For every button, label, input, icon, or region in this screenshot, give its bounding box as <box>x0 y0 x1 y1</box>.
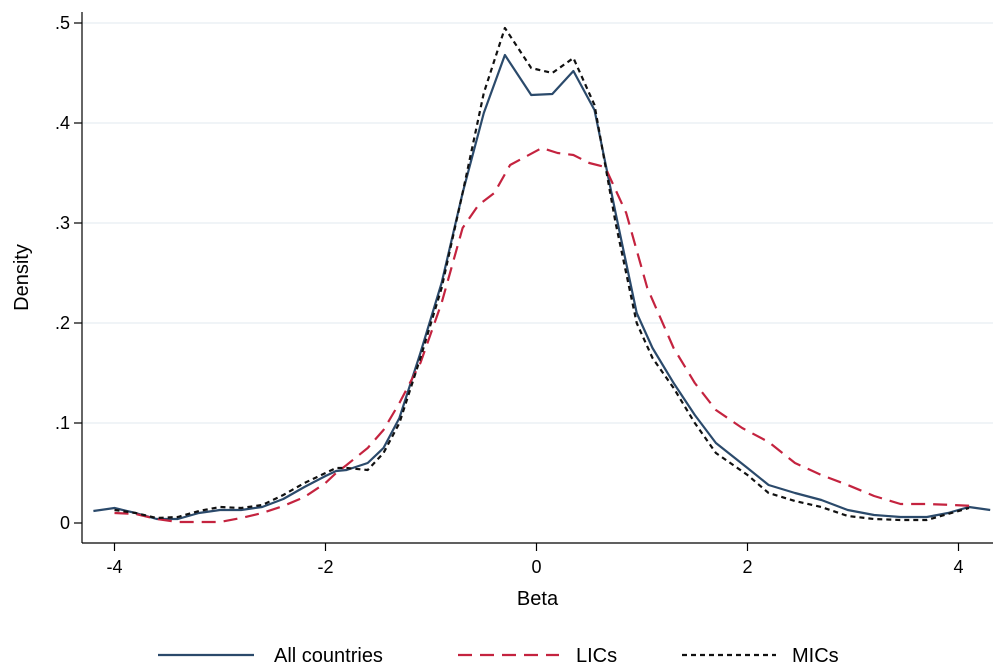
y-tick-label: .5 <box>55 13 70 33</box>
legend-label-lics: LICs <box>576 645 617 667</box>
series-line-mics <box>114 26 970 522</box>
series-layer <box>93 26 991 524</box>
x-tick-label: 2 <box>742 557 752 577</box>
y-tick-label: .1 <box>55 413 70 433</box>
axes: 0 .1 .2 .3 .4 .5 -4 -2 0 2 4 <box>55 12 993 577</box>
y-axis-title: Density <box>11 244 33 311</box>
x-tick-label: 4 <box>953 557 963 577</box>
legend-label-mics: MICs <box>792 645 839 667</box>
y-tick-label: .3 <box>55 213 70 233</box>
x-axis-title: Beta <box>517 588 559 610</box>
legend-label-all-countries: All countries <box>274 645 383 667</box>
series-line-lics <box>114 146 975 524</box>
y-tick-label: 0 <box>60 513 70 533</box>
x-tick-label: -2 <box>317 557 333 577</box>
x-tick-label: -4 <box>106 557 122 577</box>
gridlines <box>82 22 993 424</box>
y-tick-label: .2 <box>55 313 70 333</box>
y-tick-label: .4 <box>55 113 70 133</box>
series-line-all-countries <box>93 53 991 521</box>
legend: All countries LICs MICs <box>158 645 839 667</box>
x-tick-label: 0 <box>531 557 541 577</box>
